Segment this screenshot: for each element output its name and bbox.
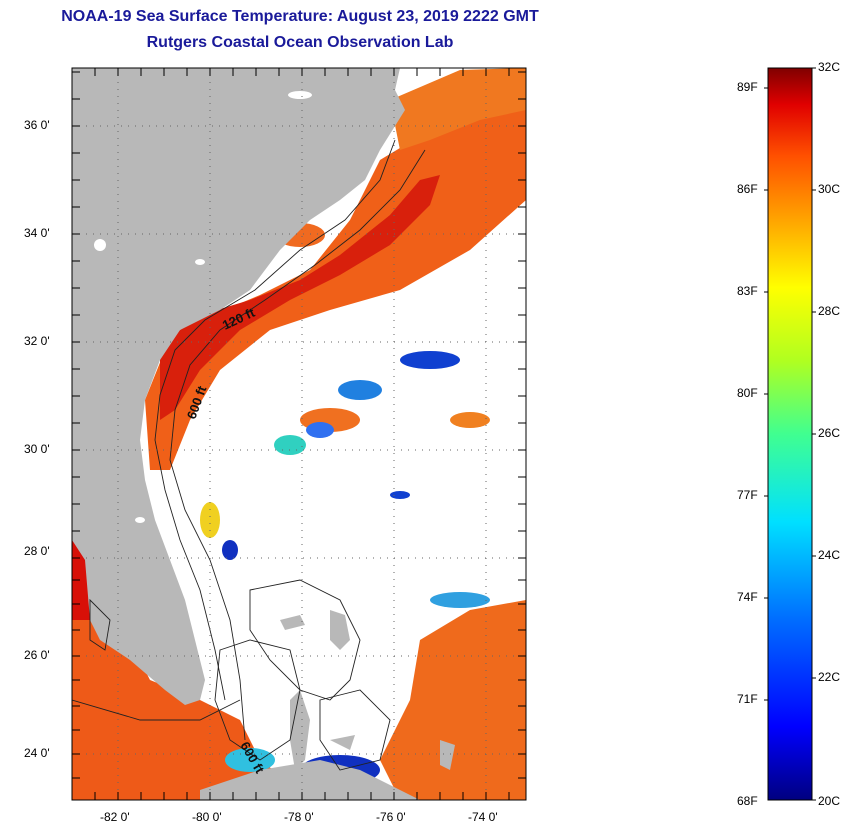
cb-f-77: 77F <box>737 488 758 502</box>
land-bahamas <box>280 610 455 770</box>
map-frame <box>71 67 527 801</box>
north-warm-patch <box>390 68 526 150</box>
lon-ticks <box>94 68 510 800</box>
cb-f-83: 83F <box>737 284 758 298</box>
cb-c-32: 32C <box>818 60 841 74</box>
land-cuba <box>200 760 420 800</box>
colorbar-ticks <box>764 67 816 801</box>
colorbar <box>767 67 813 801</box>
cb-f-68: 68F <box>737 794 758 808</box>
lon-label-82: -82 0' <box>100 810 130 824</box>
land-mainland <box>72 68 405 705</box>
cb-c-26: 26C <box>818 426 841 440</box>
lat-label-30: 30 0' <box>24 442 50 456</box>
cb-c-24: 24C <box>818 548 841 562</box>
lat-label-36: 36 0' <box>24 118 50 132</box>
lat-label-34: 34 0' <box>24 226 50 240</box>
lakes <box>94 91 312 523</box>
lat-label-24: 24 0' <box>24 746 50 760</box>
cb-f-71: 71F <box>737 692 758 706</box>
map-canvas: 120 ft 600 ft 600 ft <box>72 68 526 800</box>
lon-label-74: -74 0' <box>468 810 498 824</box>
isobath-contours <box>72 139 426 771</box>
grid-lines <box>72 68 526 800</box>
lat-ticks <box>72 71 526 779</box>
map-subtitle: Rutgers Coastal Ocean Observation Lab <box>146 34 454 51</box>
cb-f-86: 86F <box>737 182 758 196</box>
lat-label-28: 28 0' <box>24 544 50 558</box>
cb-f-80: 80F <box>737 386 758 400</box>
cb-c-22: 22C <box>818 670 841 684</box>
lat-label-32: 32 0' <box>24 334 50 348</box>
lat-label-26: 26 0' <box>24 648 50 662</box>
lon-label-76: -76 0' <box>376 810 406 824</box>
south-warm-east <box>380 600 526 800</box>
cb-f-74: 74F <box>737 590 758 604</box>
cb-c-30: 30C <box>818 182 841 196</box>
cb-c-20: 20C <box>818 794 841 808</box>
cb-c-28: 28C <box>818 304 841 318</box>
gulf-stream-core <box>160 175 440 420</box>
map-title: NOAA-19 Sea Surface Temperature: August … <box>61 8 539 25</box>
cb-f-89: 89F <box>737 80 758 94</box>
lon-label-78: -78 0' <box>284 810 314 824</box>
lon-label-80: -80 0' <box>192 810 222 824</box>
